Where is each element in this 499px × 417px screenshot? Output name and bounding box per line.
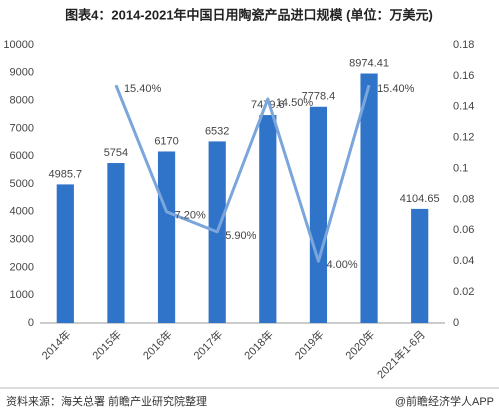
line-value-label: 4.00% xyxy=(326,259,357,271)
y-tick-label: 7000 xyxy=(10,122,34,134)
y-tick-label: 0 xyxy=(28,317,34,329)
bar xyxy=(259,115,277,323)
y-tick-label: 3000 xyxy=(10,234,34,246)
y2-tick-label: 0.16 xyxy=(453,70,474,82)
y2-tick-label: 0.14 xyxy=(453,101,474,113)
y2-tick-label: 0.1 xyxy=(453,162,468,174)
y2-tick-label: 0.18 xyxy=(453,39,474,51)
line-value-label: 7.20% xyxy=(175,210,206,222)
bar-value-label: 7479.6 xyxy=(251,99,285,111)
y2-tick-label: 0.12 xyxy=(453,132,474,144)
bar xyxy=(107,163,125,323)
y-tick-label: 8000 xyxy=(10,95,34,107)
bar-value-label: 5754 xyxy=(104,147,128,159)
y2-tick-label: 0 xyxy=(453,317,459,329)
bar-value-label: 6170 xyxy=(154,135,178,147)
bar-value-label: 6532 xyxy=(205,125,229,137)
y-tick-label: 9000 xyxy=(10,67,34,79)
y2-tick-label: 0.02 xyxy=(453,286,474,298)
bar-value-label: 8974.41 xyxy=(349,57,389,69)
y-tick-label: 5000 xyxy=(10,178,34,190)
y-tick-label: 4000 xyxy=(10,206,34,218)
y2-tick-label: 0.04 xyxy=(453,255,474,267)
bar xyxy=(56,184,74,323)
chart-title: 图表4：2014-2021年中国日用陶瓷产品进口规模 (单位：万美元) xyxy=(65,7,433,22)
bar-value-label: 4104.65 xyxy=(400,193,440,205)
line-value-label: 15.40% xyxy=(124,83,162,95)
bar-value-label: 7778.4 xyxy=(302,91,336,103)
bar xyxy=(157,151,176,323)
y-tick-label: 6000 xyxy=(10,150,34,162)
bar xyxy=(309,106,328,323)
source: 资料来源：海关总署 前瞻产业研究院整理 xyxy=(6,394,207,408)
line xyxy=(114,84,371,263)
y-tick-label: 10000 xyxy=(3,39,34,51)
y2-tick-label: 0.08 xyxy=(453,193,474,205)
line-value-label: 15.40% xyxy=(377,83,415,95)
line-value-label: 14.50% xyxy=(276,97,314,109)
brand: @前瞻经济学人APP xyxy=(395,394,494,408)
y-tick-label: 1000 xyxy=(10,289,34,301)
bar-value-label: 4985.7 xyxy=(48,168,82,180)
y2-tick-label: 0.06 xyxy=(453,224,474,236)
bar xyxy=(360,73,378,323)
bar xyxy=(411,208,429,323)
line-value-label: 5.90% xyxy=(225,230,256,242)
y-tick-label: 2000 xyxy=(10,261,34,273)
